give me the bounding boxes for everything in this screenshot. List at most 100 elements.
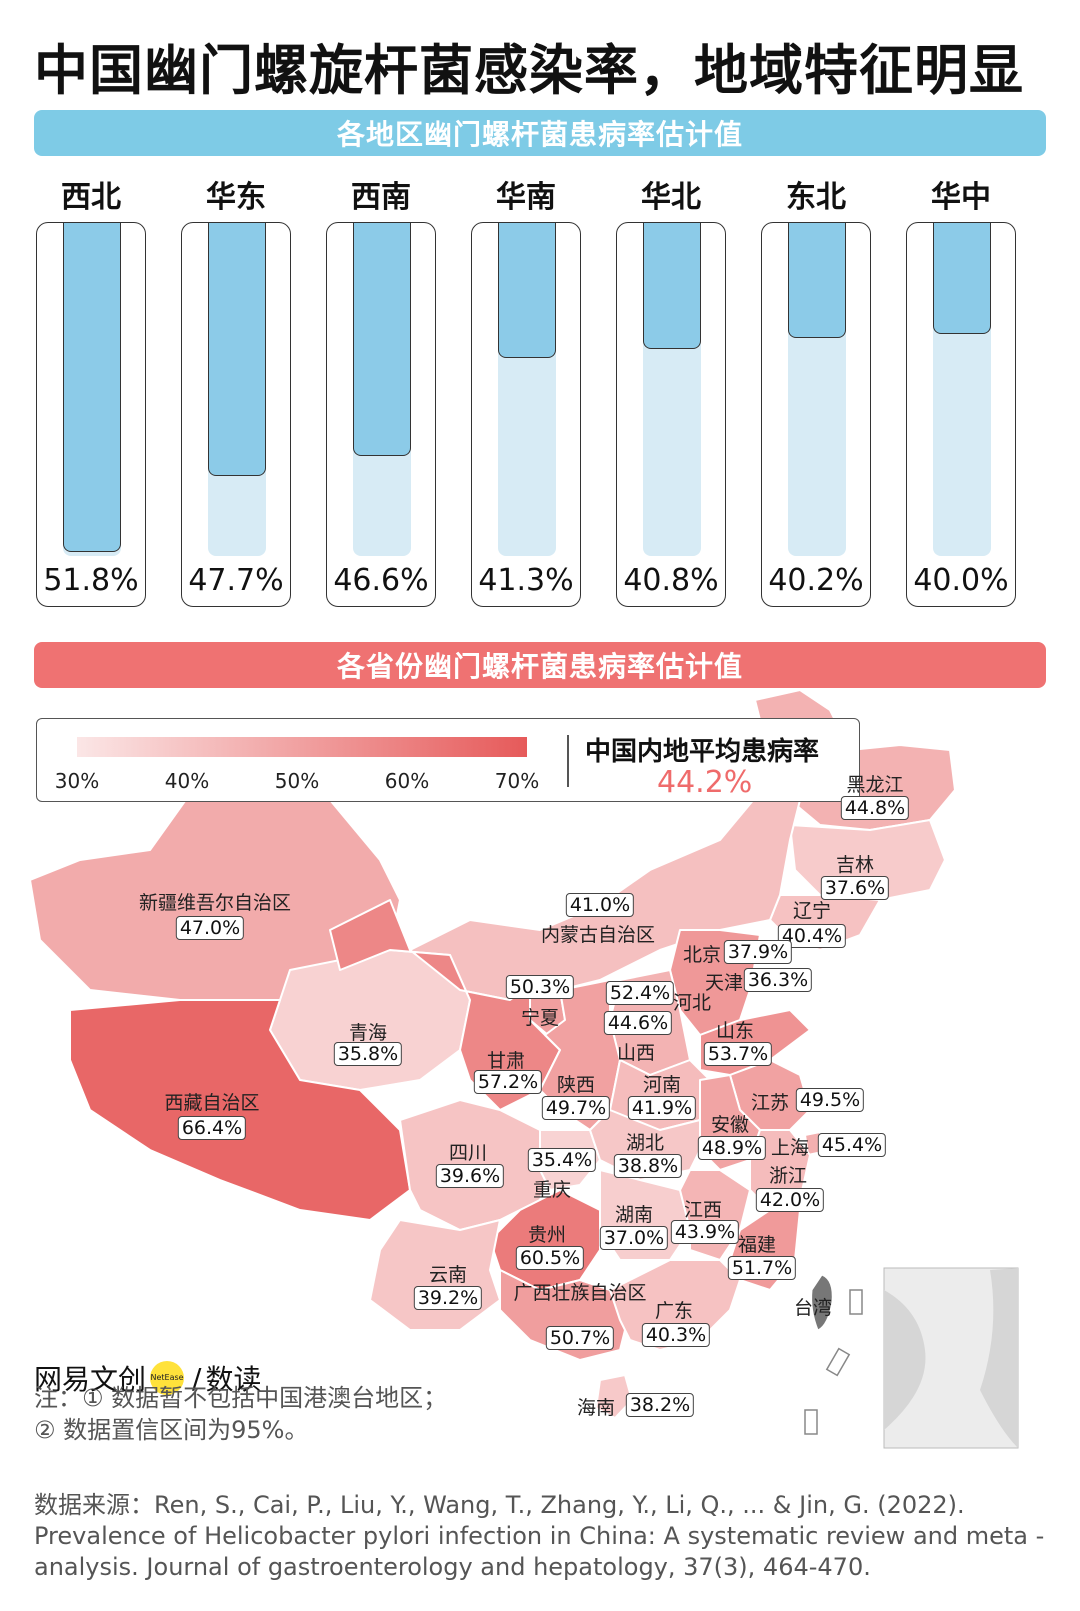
province-value-9: 50.3% (505, 975, 575, 999)
region-gauge-0: 51.8% (36, 222, 146, 607)
province-name-21: 湖北 (625, 1132, 665, 1154)
province-name-7: 河北 (672, 992, 712, 1014)
south-china-sea-inset (883, 1267, 1019, 1449)
region-value-3: 41.3% (478, 563, 574, 598)
region-name-6: 华中 (931, 180, 991, 215)
region-value-6: 40.0% (913, 563, 1009, 598)
region-gauge-1: 47.7% (181, 222, 291, 607)
logo-dot: NetEase (150, 1361, 185, 1395)
province-name-0: 黑龙江 (846, 774, 904, 796)
region-name-4: 华北 (641, 180, 701, 215)
region-gauge-4: 40.8% (616, 222, 726, 607)
province-name-17: 安徽 (710, 1114, 750, 1136)
province-value-0: 44.8% (840, 796, 910, 820)
province-value-5: 37.9% (723, 940, 793, 964)
logo: 网易文创 NetEase / 数读 (34, 1358, 261, 1398)
region-gauge-6: 40.0% (906, 222, 1016, 607)
province-name-18: 上海 (770, 1137, 810, 1159)
province-value-27: 39.2% (413, 1286, 483, 1310)
province-name-2: 辽宁 (792, 900, 832, 922)
province-name-10: 青海 (348, 1022, 388, 1044)
legend-tick-4: 70% (494, 769, 540, 793)
province-name-16: 江苏 (750, 1092, 790, 1114)
province-value-17: 48.9% (697, 1136, 767, 1160)
province-value-2: 40.4% (777, 924, 847, 948)
region-gauge-2: 46.6% (326, 222, 436, 607)
region-bar-3 (498, 223, 556, 358)
region-bar-1 (208, 223, 266, 476)
province-value-1: 37.6% (820, 876, 890, 900)
logo-brand: 网易文创 (34, 1363, 147, 1396)
province-name-26: 福建 (737, 1234, 777, 1256)
province-name-30: 海南 (576, 1397, 616, 1419)
note-1: 注：① 数据暂不包括中国港澳台地区； (34, 1384, 448, 1412)
color-legend: 30% 40% 50% 60% 70% 中国内地平均患病率 44.2% (36, 718, 860, 802)
province-value-28: 50.7% (545, 1326, 615, 1350)
region-value-1: 47.7% (188, 563, 284, 598)
province-shape-3 (29, 759, 401, 1001)
province-name-28: 广西壮族自治区 (513, 1282, 647, 1304)
province-name-27: 云南 (428, 1264, 468, 1286)
province-value-3: 47.0% (175, 916, 245, 940)
province-value-21: 38.8% (613, 1154, 683, 1178)
province-value-19: 39.6% (435, 1164, 505, 1188)
province-value-12: 53.7% (703, 1042, 773, 1066)
province-value-26: 51.7% (727, 1256, 797, 1280)
region-bar-0 (63, 223, 121, 552)
province-value-24: 43.9% (670, 1220, 740, 1244)
province-value-13: 66.4% (177, 1116, 247, 1140)
province-name-25: 贵州 (527, 1224, 567, 1246)
legend-gradient (77, 737, 527, 757)
province-value-16: 49.5% (795, 1088, 865, 1112)
region-value-2: 46.6% (333, 563, 429, 598)
region-value-4: 40.8% (623, 563, 719, 598)
province-name-24: 江西 (683, 1199, 723, 1221)
legend-tick-1: 40% (164, 769, 210, 793)
province-value-15: 41.9% (627, 1096, 697, 1120)
province-name-14: 陕西 (556, 1074, 596, 1096)
province-value-23: 37.0% (599, 1226, 669, 1250)
region-value-5: 40.2% (768, 563, 864, 598)
province-shape-30 (595, 1374, 633, 1419)
region-bar-5 (788, 223, 846, 338)
province-value-20: 35.4% (527, 1148, 597, 1172)
region-name-3: 华南 (496, 180, 556, 215)
province-name-22: 浙江 (768, 1165, 808, 1187)
dash-line-markers (804, 1289, 863, 1435)
region-gauge-5: 40.2% (761, 222, 871, 607)
province-value-14: 49.7% (541, 1096, 611, 1120)
province-value-22: 42.0% (755, 1188, 825, 1212)
region-gauge-3: 41.3% (471, 222, 581, 607)
region-bar-4 (643, 223, 701, 349)
province-name-9: 宁夏 (520, 1007, 560, 1029)
province-name-19: 四川 (448, 1142, 488, 1164)
province-name-20: 重庆 (532, 1179, 572, 1201)
region-name-5: 东北 (786, 180, 846, 215)
region-banner: 各地区幽门螺杆菌患病率估计值 (34, 110, 1046, 156)
legend-divider (567, 735, 569, 787)
province-value-30: 38.2% (625, 1393, 695, 1417)
province-value-25: 60.5% (515, 1246, 585, 1270)
province-value-4: 41.0% (565, 893, 635, 917)
region-name-2: 西南 (351, 180, 411, 215)
province-value-7: 52.4% (605, 981, 675, 1005)
province-value-29: 40.3% (641, 1323, 711, 1347)
region-bar-6 (933, 223, 991, 334)
region-name-0: 西北 (61, 180, 121, 215)
region-bar-2 (353, 223, 411, 456)
province-name-23: 湖南 (614, 1204, 654, 1226)
province-name-8: 山西 (616, 1042, 656, 1064)
province-value-10: 35.8% (333, 1042, 403, 1066)
data-source: 数据来源：Ren, S., Cai, P., Liu, Y., Wang, T.… (34, 1491, 1045, 1581)
province-name-29: 广东 (654, 1300, 694, 1322)
note-2: ② 数据置信区间为95%。 (34, 1416, 309, 1444)
province-name-6: 天津 (704, 972, 744, 994)
province-name-1: 吉林 (835, 854, 875, 876)
legend-tick-0: 30% (54, 769, 100, 793)
province-value-11: 57.2% (473, 1070, 543, 1094)
province-name-5: 北京 (682, 944, 722, 966)
province-name-3: 新疆维吾尔自治区 (138, 892, 292, 914)
taiwan-label: 台湾 (793, 1297, 833, 1319)
region-value-0: 51.8% (43, 563, 139, 598)
logo-suffix: 数读 (205, 1363, 262, 1396)
